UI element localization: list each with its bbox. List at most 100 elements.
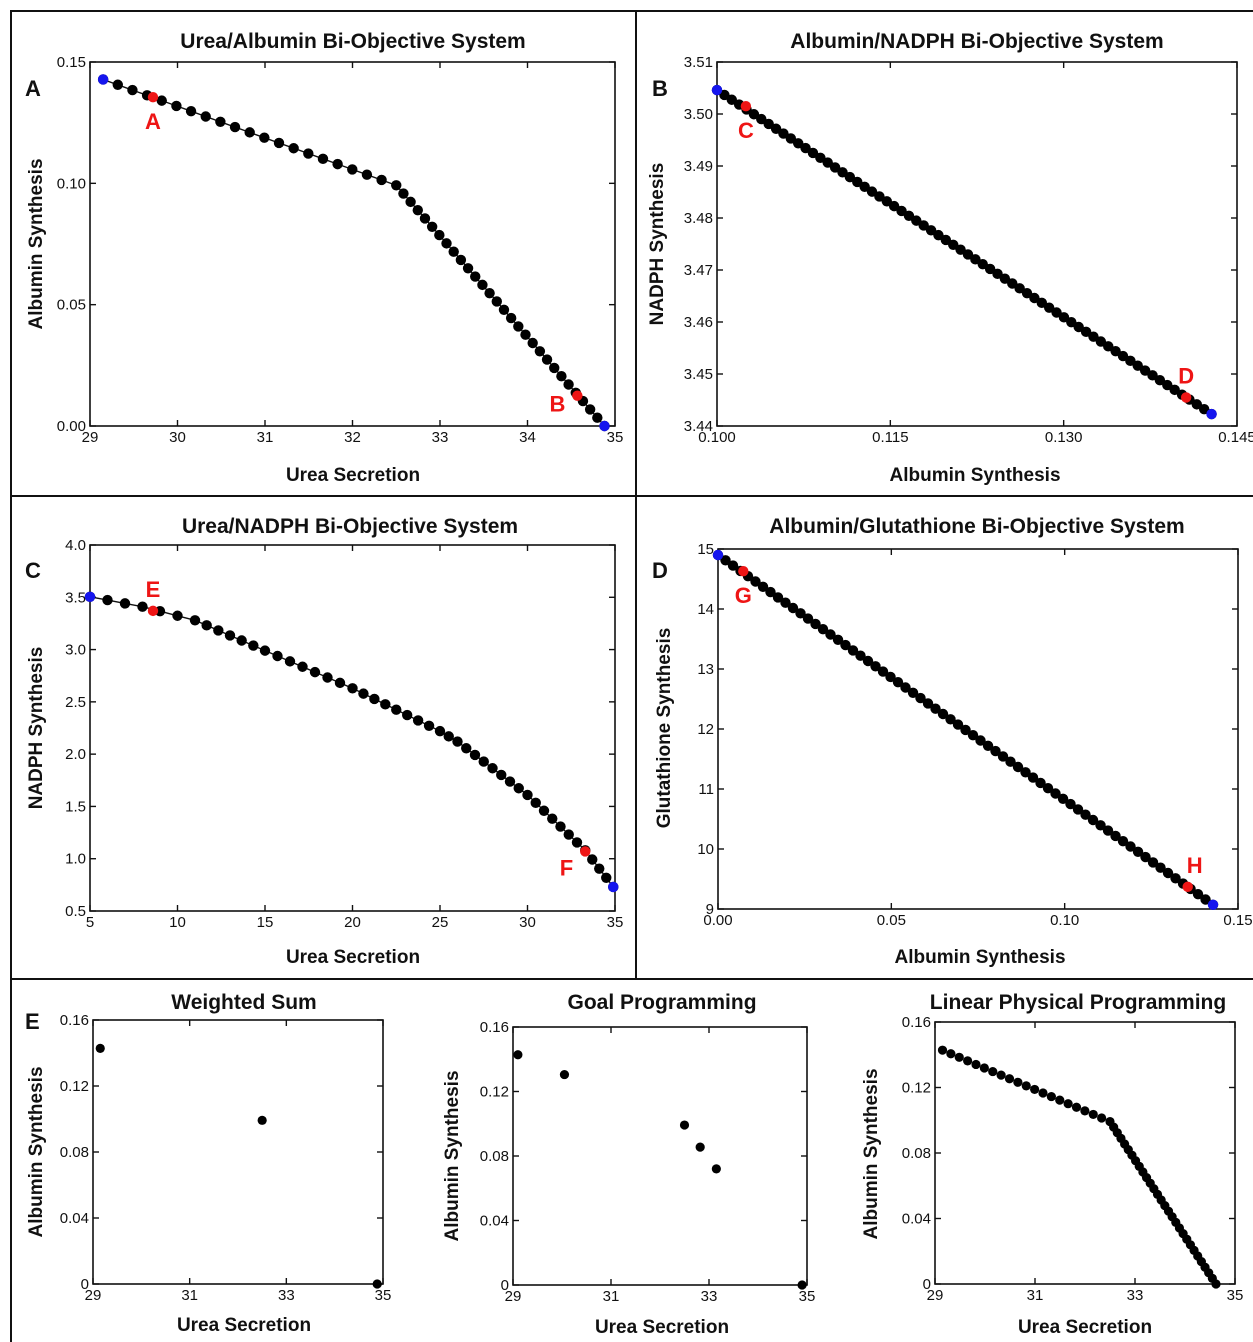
data-point xyxy=(452,736,463,747)
y-tick-label: 2.5 xyxy=(65,694,86,711)
plot-area xyxy=(89,61,616,427)
data-point xyxy=(478,756,489,767)
data-point xyxy=(1063,1099,1073,1109)
data-point xyxy=(1014,283,1025,294)
data-point xyxy=(829,162,841,173)
data-point xyxy=(1035,777,1046,789)
data-point xyxy=(398,188,409,199)
data-point xyxy=(556,370,567,382)
data-point xyxy=(1036,297,1047,309)
data-point xyxy=(156,95,167,106)
x-tick-label: 25 xyxy=(432,914,449,931)
data-point xyxy=(380,699,391,710)
data-point xyxy=(470,271,481,282)
frame-lines xyxy=(10,10,1253,1342)
x-tick-label: 0.115 xyxy=(872,429,908,446)
data-point xyxy=(840,639,851,651)
data-point xyxy=(1071,1102,1082,1112)
y-tick-label: 12 xyxy=(697,721,714,738)
data-point xyxy=(272,650,283,662)
data-point xyxy=(1046,1091,1056,1102)
x-axis-label: Urea Secretion xyxy=(177,1315,311,1336)
data-point xyxy=(787,602,799,614)
data-point xyxy=(1088,1109,1098,1120)
data-point xyxy=(979,1063,989,1073)
data-point xyxy=(405,196,416,208)
data-point xyxy=(1073,321,1084,333)
data-point xyxy=(213,625,224,636)
data-point xyxy=(870,661,881,672)
data-point xyxy=(215,116,226,127)
data-point xyxy=(201,620,212,631)
data-point xyxy=(1088,331,1099,342)
data-point xyxy=(412,204,423,216)
data-point xyxy=(970,254,981,265)
data-point xyxy=(954,1052,964,1062)
y-axis-label: Glutathione Synthesis xyxy=(654,628,675,829)
y-tick-label: 3.45 xyxy=(684,366,713,383)
data-point xyxy=(332,158,343,170)
data-point xyxy=(852,176,863,188)
data-point xyxy=(171,100,182,112)
data-point xyxy=(1020,767,1031,778)
y-axis-label: Albumin Synthesis xyxy=(26,1066,47,1237)
data-point xyxy=(594,863,605,874)
data-point xyxy=(317,153,329,165)
data-point xyxy=(496,769,507,781)
data-point xyxy=(376,174,387,186)
data-point xyxy=(1102,825,1114,836)
outer-frame xyxy=(10,10,1253,1342)
data-point xyxy=(601,872,612,883)
data-point xyxy=(229,121,241,133)
x-tick-label: 0.00 xyxy=(703,912,732,929)
plot-area xyxy=(92,1019,384,1285)
data-point xyxy=(1103,341,1114,352)
chart-E1: Weighted Sum E 29 31 33 35 0 0.04 0.08 0.12 0.16 Ur… xyxy=(25,991,391,1336)
plot-area xyxy=(716,61,1238,427)
x-axis-label: Urea Secretion xyxy=(595,1317,729,1338)
x-tick-label: 33 xyxy=(432,429,449,446)
data-point xyxy=(948,239,959,251)
data-point xyxy=(563,829,574,840)
data-point xyxy=(1110,830,1121,842)
data-point xyxy=(997,751,1009,762)
data-point xyxy=(1057,793,1069,804)
data-point xyxy=(244,127,255,138)
data-point xyxy=(817,624,829,635)
chart-D: Albumin/Glutathione Bi-Objective System D… xyxy=(652,515,1253,968)
y-tick-label: 0.00 xyxy=(57,418,86,435)
data-point xyxy=(102,594,113,606)
x-tick-label: 33 xyxy=(1127,1287,1144,1304)
data-point xyxy=(888,200,900,212)
data-point xyxy=(1155,862,1166,873)
data-point xyxy=(937,1045,948,1055)
data-point xyxy=(369,693,380,705)
panel-label: D xyxy=(652,558,668,583)
data-point xyxy=(513,1050,523,1060)
data-point xyxy=(988,1066,998,1077)
series-line xyxy=(89,596,614,888)
chart-title: Goal Programming xyxy=(567,991,756,1014)
data-point xyxy=(748,109,760,120)
panel-label: C xyxy=(25,558,41,583)
data-point xyxy=(922,698,934,709)
y-tick-label: 3.46 xyxy=(684,314,713,331)
y-tick-label: 3.47 xyxy=(684,262,713,279)
chart-E3: Linear Physical Programming 29 31 33 35 0 0.04… xyxy=(861,991,1243,1338)
y-tick-label: 0.08 xyxy=(480,1148,509,1165)
extreme-point xyxy=(84,591,96,602)
data-point xyxy=(862,655,874,667)
data-point xyxy=(1029,292,1040,304)
data-point xyxy=(975,735,986,746)
data-point xyxy=(303,148,314,159)
data-point xyxy=(1080,809,1091,820)
data-point xyxy=(999,273,1011,284)
data-point xyxy=(347,683,358,694)
y-axis-label: NADPH Synthesis xyxy=(26,647,47,810)
highlight-label: B xyxy=(549,392,565,417)
data-point xyxy=(1140,851,1151,863)
y-axis-label: Albumin Synthesis xyxy=(26,158,47,329)
data-point xyxy=(549,362,560,374)
plot-area xyxy=(89,544,616,912)
x-tick-label: 15 xyxy=(257,914,274,931)
